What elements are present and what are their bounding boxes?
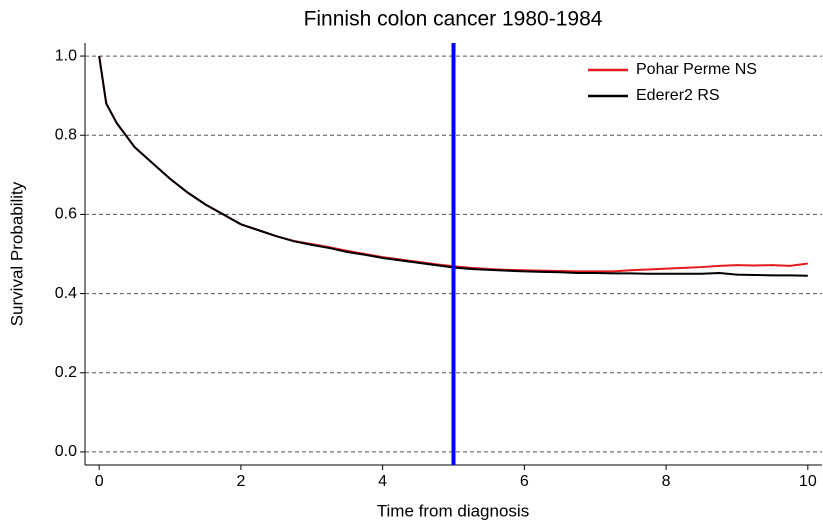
legend-label: Ederer2 RS bbox=[636, 87, 720, 104]
chart-title: Finnish colon cancer 1980-1984 bbox=[304, 8, 603, 31]
y-tick-label: 0.2 bbox=[55, 364, 77, 381]
y-tick-label: 0.0 bbox=[55, 443, 77, 460]
y-tick-label: 0.4 bbox=[55, 285, 77, 302]
x-tick-label: 10 bbox=[799, 473, 817, 490]
legend-label: Pohar Perme NS bbox=[636, 61, 757, 78]
y-tick-label: 0.6 bbox=[55, 206, 77, 223]
x-tick-label: 0 bbox=[95, 473, 104, 490]
y-tick-label: 0.8 bbox=[55, 126, 77, 143]
x-tick-label: 4 bbox=[378, 473, 387, 490]
x-axis-label: Time from diagnosis bbox=[377, 501, 529, 520]
x-tick-label: 6 bbox=[520, 473, 529, 490]
y-tick-label: 1.0 bbox=[55, 47, 77, 64]
series-line bbox=[98, 55, 808, 277]
x-tick-label: 8 bbox=[662, 473, 671, 490]
x-tick-label: 2 bbox=[236, 473, 245, 490]
y-axis-label: Survival Probability bbox=[7, 181, 26, 326]
